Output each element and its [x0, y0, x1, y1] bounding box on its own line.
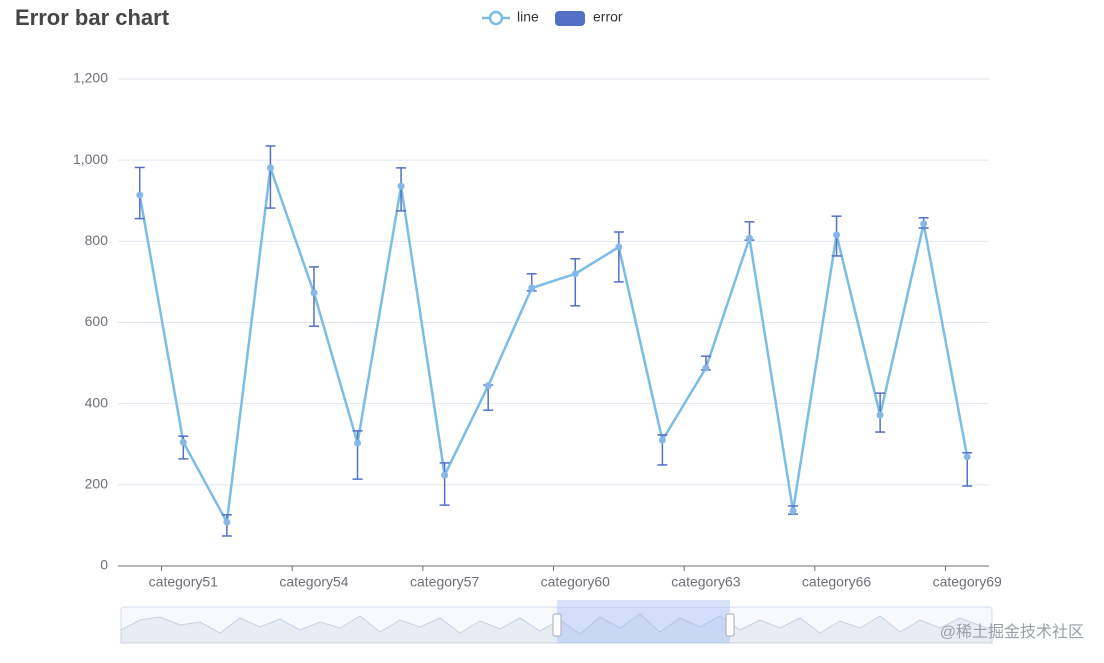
legend-icon: [488, 10, 504, 26]
line-point: [223, 518, 231, 526]
zoom-window-bar[interactable]: [557, 600, 730, 607]
x-tick-label: category69: [933, 574, 1002, 590]
line-point: [876, 411, 884, 419]
y-tick-label: 1,000: [73, 151, 108, 167]
line-point: [136, 191, 144, 199]
y-tick-label: 0: [100, 557, 108, 573]
line-point: [745, 234, 753, 242]
line-point: [615, 243, 623, 251]
line-point: [658, 436, 666, 444]
line-point: [789, 507, 797, 515]
y-tick-label: 800: [85, 232, 109, 248]
chart-title: Error bar chart: [15, 5, 170, 30]
line-point: [833, 231, 841, 239]
zoom-handle[interactable]: [552, 613, 562, 637]
zoom-window[interactable]: [557, 607, 730, 643]
x-tick-label: category63: [671, 574, 740, 590]
line-point: [571, 270, 579, 278]
line-point: [528, 284, 536, 292]
line-point: [920, 220, 928, 228]
line-point: [702, 364, 710, 372]
watermark: @稀土掘金技术社区: [940, 623, 1084, 641]
x-tick-label: category60: [541, 574, 610, 590]
error-bar: [439, 462, 450, 506]
x-tick-label: category66: [802, 574, 871, 590]
line-series: [138, 167, 969, 527]
x-tick-label: category51: [149, 574, 218, 590]
line-point: [266, 164, 274, 172]
x-tick-label: category54: [279, 574, 348, 590]
line-point: [963, 453, 971, 461]
zoom-handle[interactable]: [725, 613, 735, 637]
line-point: [179, 438, 187, 446]
legend-label: error: [593, 9, 623, 25]
error-bar: [265, 145, 276, 209]
line-point: [397, 182, 405, 190]
error-bar: [613, 231, 624, 283]
error-bar: [570, 258, 581, 307]
line-point: [310, 289, 318, 297]
y-tick-label: 600: [85, 313, 109, 329]
legend-icon: [555, 11, 585, 26]
error-bar: [308, 266, 319, 327]
y-tick-label: 400: [85, 394, 109, 410]
line-point: [484, 382, 492, 390]
data-zoom[interactable]: [120, 600, 993, 644]
x-tick-label: category57: [410, 574, 479, 590]
y-tick-label: 1,200: [73, 70, 108, 86]
y-tick-label: 200: [85, 476, 109, 492]
legend-label: line: [517, 9, 539, 25]
line-point: [354, 439, 362, 447]
line-point: [441, 471, 449, 479]
error-bar: [352, 430, 363, 480]
